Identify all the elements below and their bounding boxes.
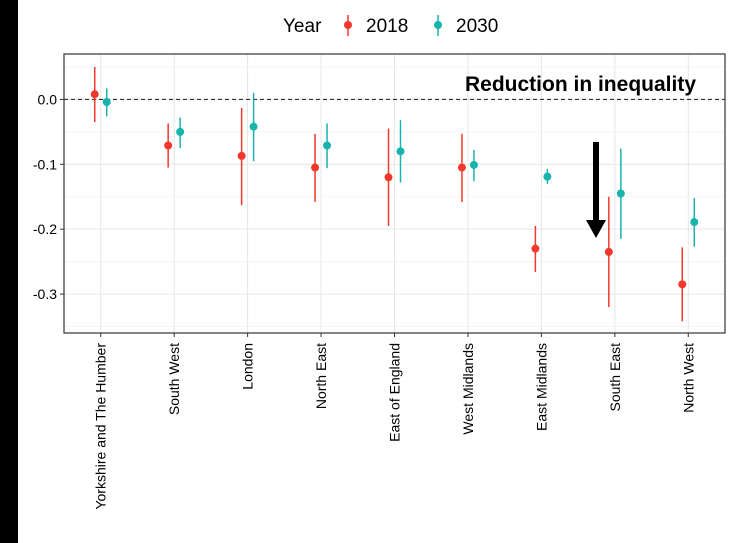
point-2018 (90, 90, 99, 99)
annotation-text: Reduction in inequality (465, 73, 696, 96)
x-tick-label: West Midlands (460, 343, 476, 435)
chart: Year 2018 2030 0.0 -0.1 -0.2 -0.3 Yorkshire… (33, 15, 726, 510)
annotation-arrow (586, 142, 606, 238)
x-tick-label: Yorkshire and The Humber (93, 343, 109, 510)
point-2030 (323, 141, 332, 150)
point-2018 (604, 247, 613, 256)
y-tick-label: -0.1 (33, 156, 57, 172)
legend-key-2018-point (344, 21, 352, 29)
y-axis: 0.0 -0.1 -0.2 -0.3 (33, 91, 64, 302)
point-2030 (543, 172, 552, 181)
x-tick-label: North West (680, 343, 696, 413)
point-2018 (237, 151, 246, 160)
legend-key-2030 (434, 15, 442, 36)
point-2030 (616, 189, 625, 198)
point-2018 (164, 141, 173, 150)
legend-label-2018: 2018 (366, 16, 408, 37)
point-2018 (311, 163, 320, 172)
point-2018 (531, 244, 540, 253)
point-2030 (396, 147, 405, 156)
x-tick-label: North East (313, 343, 329, 409)
legend-label-2030: 2030 (456, 16, 498, 37)
y-grid (64, 66, 725, 327)
x-tick-label: East Midlands (533, 343, 549, 431)
x-tick-label: London (240, 343, 256, 390)
data-marks (90, 66, 699, 322)
legend-key-2030-point (434, 21, 442, 29)
y-tick-label: -0.2 (33, 221, 57, 237)
x-tick-label: South West (166, 343, 182, 415)
x-tick-label: South East (607, 343, 623, 412)
chart-panel: Year 2018 2030 0.0 -0.1 -0.2 -0.3 Yorkshire… (18, 0, 731, 543)
point-2030 (469, 160, 478, 169)
point-2030 (249, 122, 258, 131)
y-tick-label: 0.0 (38, 91, 58, 107)
point-2018 (384, 173, 393, 182)
point-2018 (678, 280, 687, 289)
legend: Year 2018 2030 (283, 15, 498, 37)
x-grid (100, 54, 689, 333)
point-2018 (457, 163, 466, 172)
point-2030 (690, 218, 699, 227)
legend-title: Year (283, 16, 322, 37)
point-2030 (102, 98, 111, 107)
annotation-arrow-head (586, 220, 606, 238)
legend-key-2018 (344, 15, 352, 36)
y-tick-label: -0.3 (33, 286, 57, 302)
point-2030 (176, 127, 185, 136)
x-tick-label: East of England (387, 343, 403, 442)
x-axis: Yorkshire and The Humber South West London… (93, 333, 696, 510)
